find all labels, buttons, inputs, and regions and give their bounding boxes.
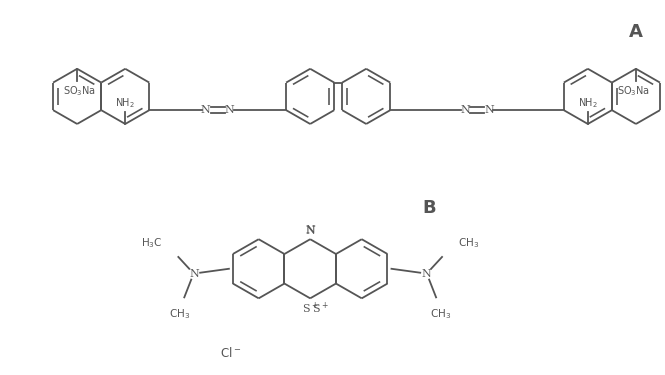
- Text: B: B: [422, 199, 436, 217]
- Text: CH$_3$: CH$_3$: [430, 307, 452, 321]
- Text: NH$_2$: NH$_2$: [115, 96, 135, 110]
- Text: N: N: [225, 105, 235, 115]
- Text: N: N: [422, 269, 431, 279]
- Text: N: N: [305, 226, 315, 236]
- Text: N: N: [190, 269, 199, 279]
- Text: SO$_3$Na: SO$_3$Na: [63, 84, 96, 98]
- Text: N: N: [460, 105, 470, 115]
- Text: A: A: [628, 23, 642, 41]
- Text: NH$_2$: NH$_2$: [578, 96, 598, 110]
- Text: CH$_3$: CH$_3$: [169, 307, 190, 321]
- Text: N: N: [201, 105, 211, 115]
- Text: CH$_3$: CH$_3$: [458, 236, 479, 250]
- Text: N: N: [305, 225, 315, 235]
- Text: N: N: [484, 105, 494, 115]
- Text: SO$_3$Na: SO$_3$Na: [617, 84, 650, 98]
- Text: H$_3$C: H$_3$C: [141, 236, 162, 250]
- Text: Cl$^-$: Cl$^-$: [220, 345, 241, 360]
- Text: S$^+$: S$^+$: [312, 300, 329, 316]
- Text: S$^+$: S$^+$: [302, 300, 319, 316]
